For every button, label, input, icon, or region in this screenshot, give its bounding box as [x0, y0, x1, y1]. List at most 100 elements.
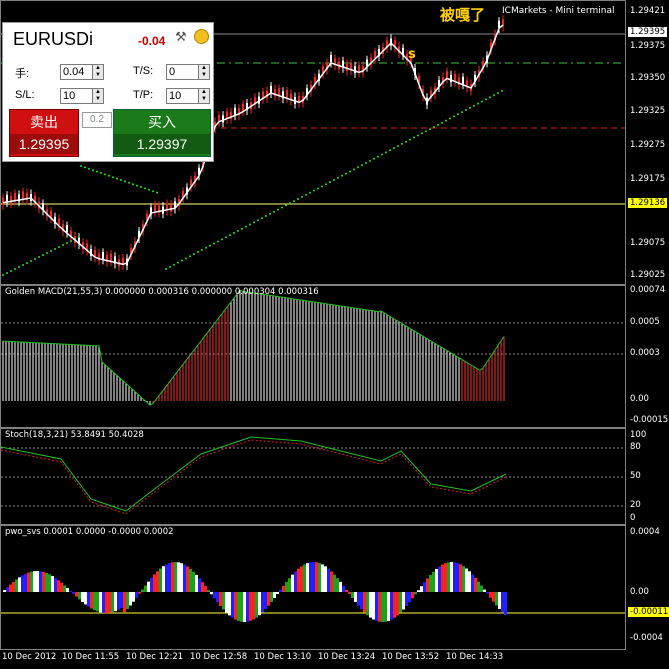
lots-input[interactable]: 0.04: [60, 64, 94, 80]
candle-body: [50, 210, 52, 218]
pwo-bar: [114, 592, 117, 612]
sar-dot: [417, 134, 419, 137]
sar-dot: [357, 166, 359, 169]
sar-dot: [124, 180, 126, 183]
time-tick: 10 Dec 12:21: [126, 652, 184, 662]
sar-dot: [349, 170, 351, 173]
pwo-bar: [105, 592, 108, 613]
price-tick: 1.29025: [630, 270, 666, 280]
pwo-bar: [408, 592, 411, 603]
sar-dot: [493, 94, 495, 97]
candle-body: [366, 59, 368, 67]
pwo-bar: [315, 562, 318, 592]
candle-body: [438, 79, 440, 87]
pwo-bar: [66, 588, 69, 592]
candle-body: [466, 80, 468, 88]
sar-dot: [301, 195, 303, 198]
pwo-bar: [318, 563, 321, 592]
sar-dot: [54, 248, 56, 250]
candle-body: [430, 90, 432, 98]
pwo-bar: [384, 592, 387, 622]
lot-step-input[interactable]: 0.2: [82, 112, 112, 128]
buy-button[interactable]: 买入 1.29397: [113, 109, 211, 157]
sar-dot: [209, 244, 211, 247]
pwo-bar: [321, 564, 324, 592]
sell-button[interactable]: 卖出 1.29395: [9, 109, 79, 157]
ts-input[interactable]: 0: [166, 64, 200, 80]
sar-dot: [365, 162, 367, 164]
pwo-bar: [372, 592, 375, 620]
pwo-bar: [306, 563, 309, 592]
pwo-bar: [459, 564, 462, 592]
pwo-bar: [423, 582, 426, 592]
terminal-title: ICMarkets - Mini terminal: [502, 6, 615, 16]
pwo-bar: [237, 592, 240, 621]
pwo-pane[interactable]: pwo_svs 0.0001 0.0000 -0.0000 0.0002: [0, 525, 626, 650]
pwo-bar: [138, 592, 141, 594]
pwo-bar: [414, 592, 417, 595]
sar-dot: [461, 111, 463, 114]
sl-spinner[interactable]: ▲ ▼: [92, 88, 104, 104]
sar-dot: [497, 92, 499, 95]
sar-dot: [70, 240, 72, 242]
pwo-bar: [432, 571, 435, 592]
stoch-tick: 100: [630, 430, 647, 440]
candle-body: [222, 115, 224, 123]
sar-dot: [197, 251, 199, 254]
candle-body: [446, 71, 448, 79]
pwo-bar: [57, 580, 60, 592]
price-axis: 1.29421 1.29395 1.29375 1.29350 1.29325 …: [626, 0, 669, 285]
sar-dot: [217, 240, 219, 243]
candle-body: [98, 253, 100, 261]
tp-input[interactable]: 10: [166, 88, 200, 104]
pwo-bar: [126, 592, 129, 609]
pwo-bar: [234, 592, 237, 620]
pwo-bar: [90, 592, 93, 609]
sar-dot: [104, 173, 106, 176]
pwo-bar: [54, 577, 57, 592]
stoch-pane[interactable]: Stoch(18,3,21) 53.8491 50.4028: [0, 428, 626, 525]
sar-dot: [425, 130, 427, 133]
pwo-bar: [159, 568, 162, 592]
price-tick: 1.29075: [630, 238, 666, 248]
price-tick: 1.29375: [630, 41, 666, 51]
ts-spinner[interactable]: ▲ ▼: [198, 64, 210, 80]
sar-dot: [92, 169, 94, 172]
sar-dot: [273, 210, 275, 213]
pwo-bar: [168, 563, 171, 592]
pwo-bar: [492, 592, 495, 602]
pwo-bar: [336, 578, 339, 592]
lots-spinner[interactable]: ▲ ▼: [92, 64, 104, 80]
sar-dot: [2, 274, 4, 276]
pwo-bar: [474, 577, 477, 592]
candle-body: [330, 55, 332, 62]
candle-body: [226, 111, 228, 119]
pwo-bar: [396, 592, 399, 616]
pwo-bar: [270, 592, 273, 602]
pwo-bar: [504, 592, 507, 615]
macd-pane[interactable]: Golden MACD(21,55,3) 0.000000 0.000316 0…: [0, 285, 626, 428]
time-tick: 10 Dec 13:10: [254, 652, 312, 662]
coin-icon[interactable]: [194, 29, 209, 44]
sar-dot: [84, 166, 86, 169]
pwo-bar: [327, 568, 330, 592]
time-tick: 10 Dec 12:58: [190, 652, 248, 662]
candle-body: [106, 254, 108, 262]
pwo-bar: [267, 592, 270, 606]
tools-icon[interactable]: ⚒: [175, 29, 187, 44]
time-tick: 10 Dec 14:33: [446, 652, 504, 662]
pwo-bar: [24, 573, 27, 592]
candle-body: [378, 49, 380, 56]
pwo-bar: [225, 592, 228, 613]
pwo-bar: [60, 582, 63, 592]
signal-marker: s: [408, 47, 416, 62]
tp-spinner[interactable]: ▲ ▼: [198, 88, 210, 104]
pwo-bar: [189, 568, 192, 592]
sl-input[interactable]: 10: [60, 88, 94, 104]
pwo-tick: 0.00: [630, 587, 649, 597]
mini-terminal[interactable]: EURUSDi -0.04 ⚒ 手: 0.04 ▲ ▼ T/S: 0 ▲ ▼ S/L…: [2, 22, 214, 162]
sar-dot: [481, 100, 483, 103]
sar-dot: [449, 117, 451, 120]
sar-dot: [128, 181, 130, 184]
pwo-bar: [63, 585, 66, 592]
